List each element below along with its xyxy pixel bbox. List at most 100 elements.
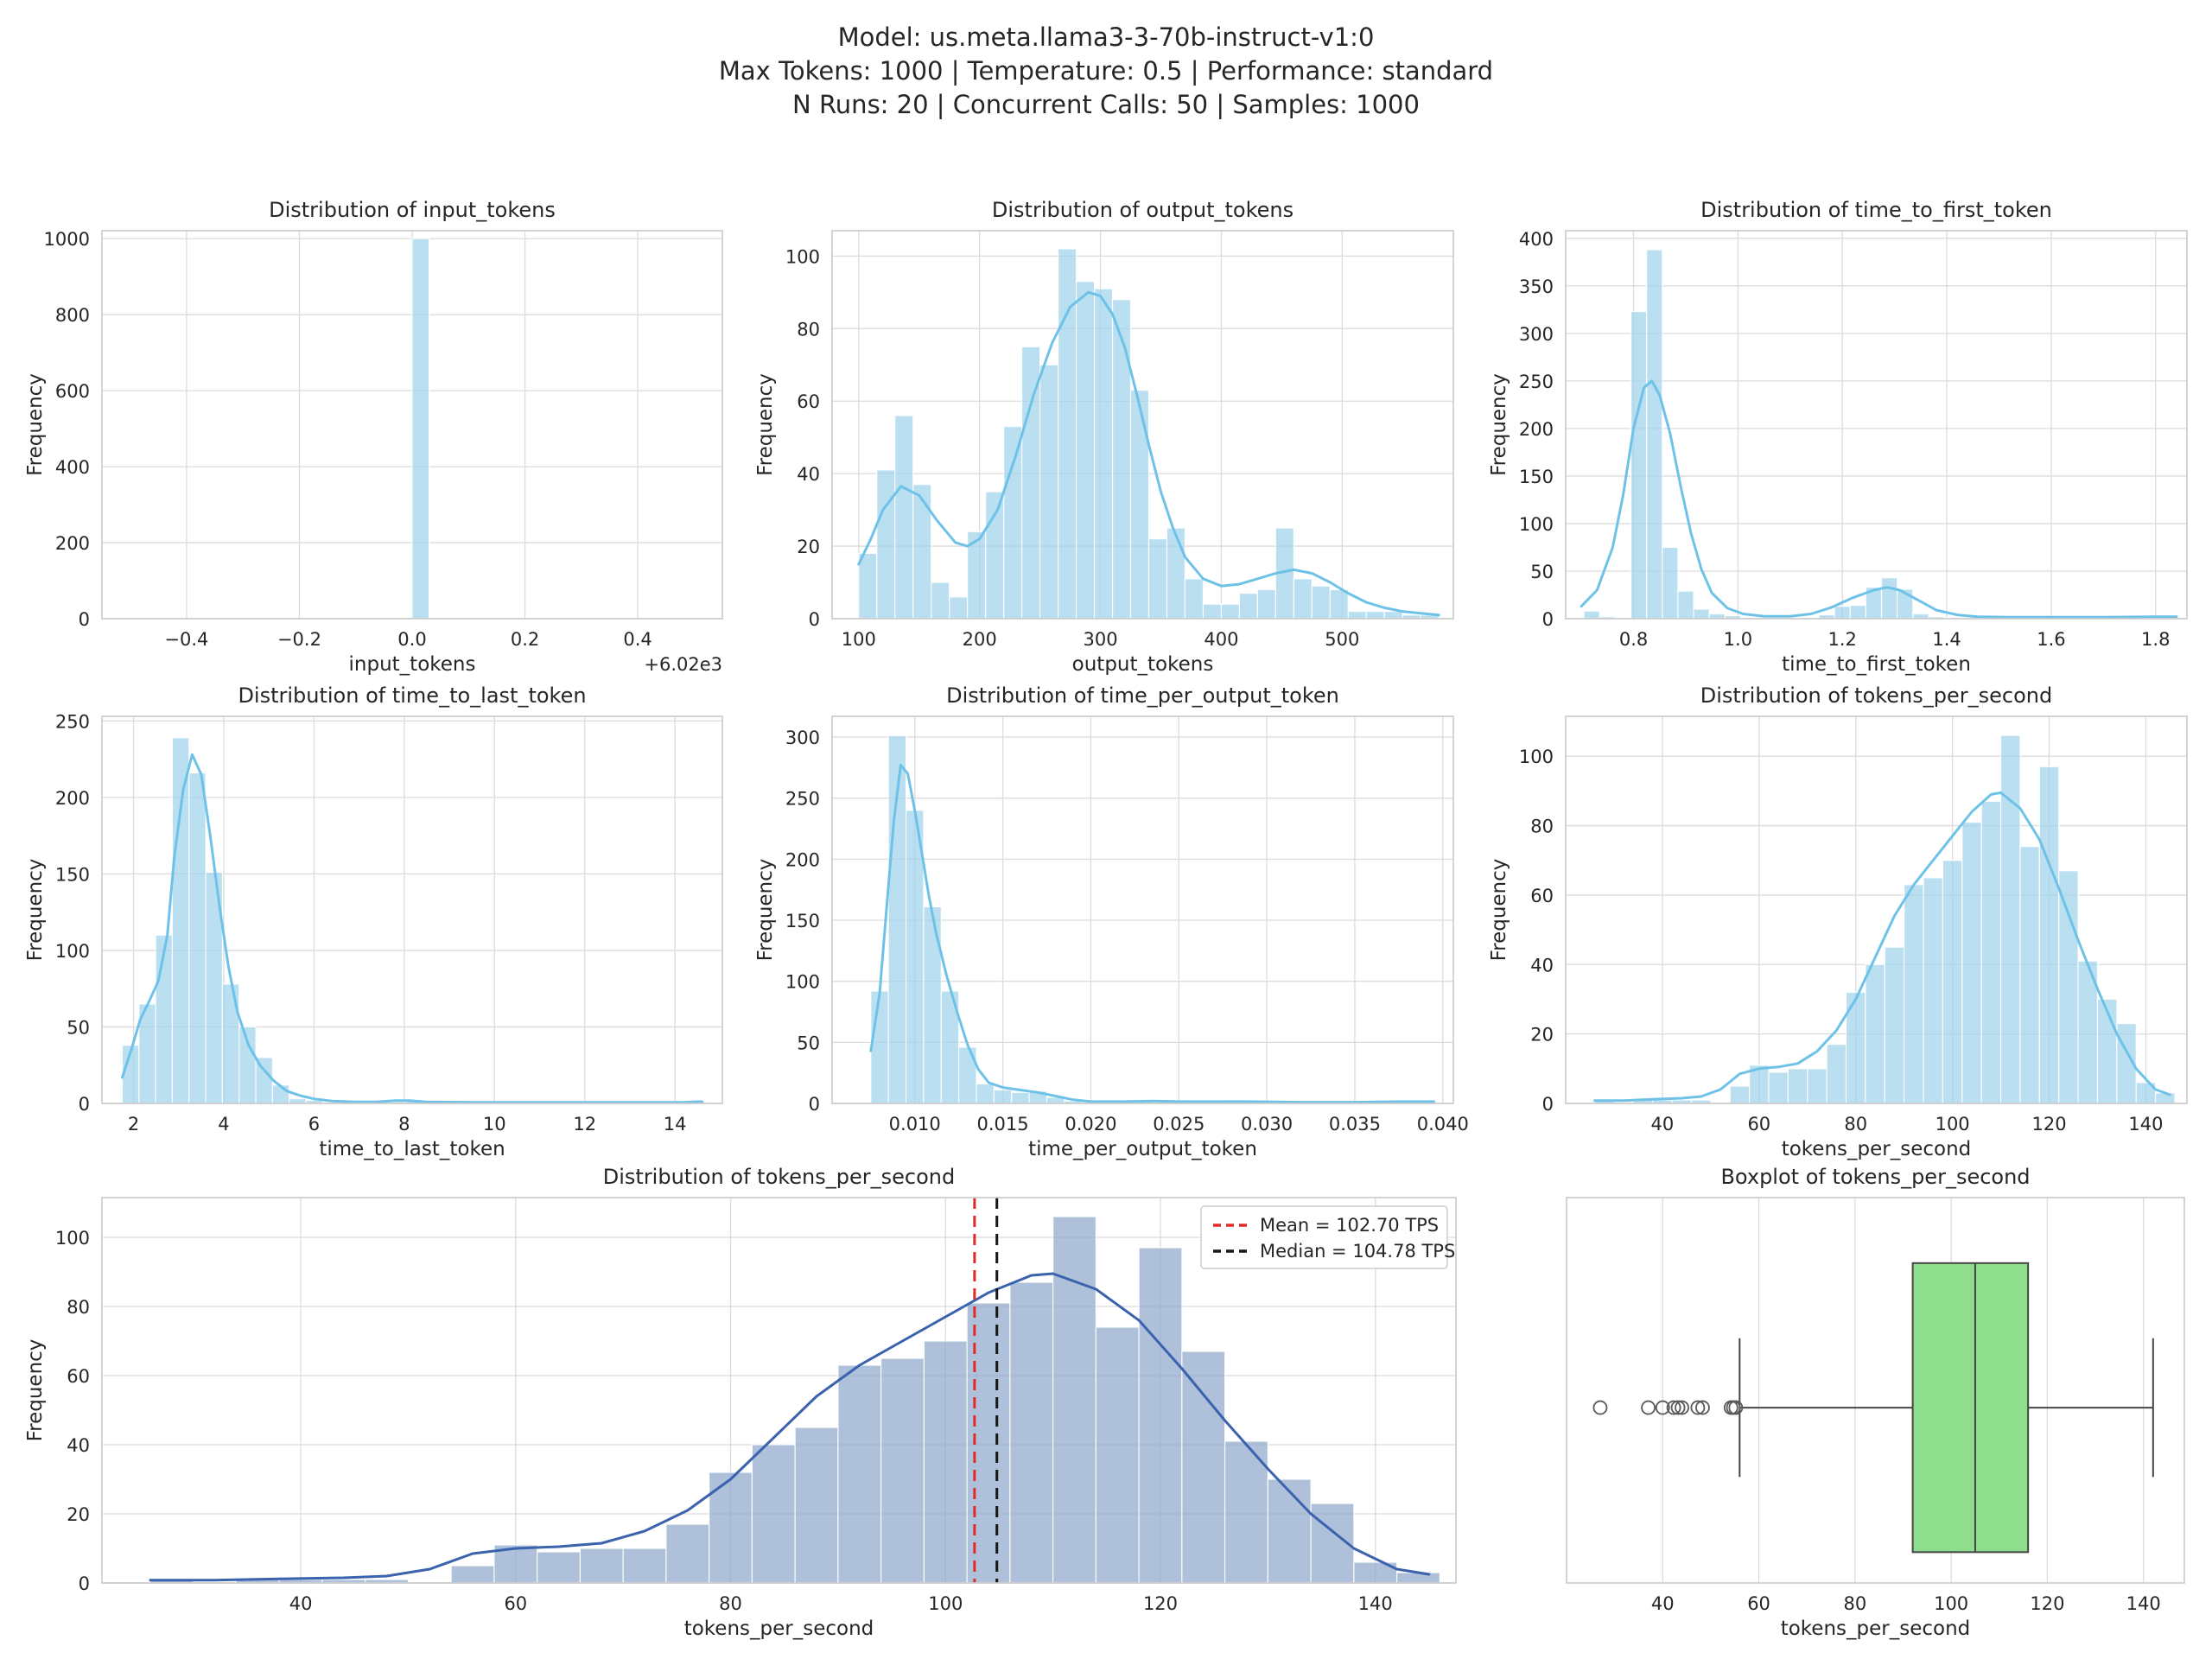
svg-text:Distribution of time_to_last_t: Distribution of time_to_last_token xyxy=(238,683,586,708)
svg-text:50: 50 xyxy=(67,1017,90,1038)
svg-text:1.6: 1.6 xyxy=(2037,629,2065,650)
svg-text:250: 250 xyxy=(1519,372,1554,392)
svg-text:output_tokens: output_tokens xyxy=(1072,653,1214,676)
svg-text:0.025: 0.025 xyxy=(1153,1114,1205,1135)
svg-text:−0.2: −0.2 xyxy=(277,629,321,650)
svg-text:1.0: 1.0 xyxy=(1724,629,1752,650)
svg-text:100: 100 xyxy=(1519,747,1554,767)
svg-text:10: 10 xyxy=(483,1114,506,1135)
svg-text:140: 140 xyxy=(1358,1593,1393,1614)
svg-text:0: 0 xyxy=(79,1094,90,1115)
subplot-tokens-per-second-large: Mean = 102.70 TPS Median = 104.78 TPS 40 60… xyxy=(24,1165,1457,1640)
svg-text:600: 600 xyxy=(55,381,90,402)
svg-text:Distribution of tokens_per_sec: Distribution of tokens_per_second xyxy=(1700,683,2052,708)
subplot-time-per-output-token: 0.010 0.015 0.020 0.025 0.030 0.035 0.040 0 50 10… xyxy=(754,683,1469,1160)
svg-text:Distribution of input_tokens: Distribution of input_tokens xyxy=(269,198,556,222)
svg-text:1.8: 1.8 xyxy=(2141,629,2170,650)
svg-text:120: 120 xyxy=(1143,1593,1178,1614)
svg-text:0: 0 xyxy=(1542,609,1554,630)
svg-text:100: 100 xyxy=(1936,1114,1970,1135)
svg-text:80: 80 xyxy=(1844,1114,1867,1135)
svg-text:Frequency: Frequency xyxy=(24,1339,47,1442)
svg-text:100: 100 xyxy=(1934,1593,1968,1614)
svg-text:60: 60 xyxy=(1747,1593,1770,1614)
subplot-time-to-first-token: 0.8 1.0 1.2 1.4 1.6 1.8 0 50 100 150 200 250 300 350 4… xyxy=(1488,198,2188,676)
svg-text:150: 150 xyxy=(55,864,90,885)
svg-text:60: 60 xyxy=(504,1593,527,1614)
svg-text:80: 80 xyxy=(1530,817,1554,837)
svg-text:140: 140 xyxy=(2128,1114,2163,1135)
svg-text:200: 200 xyxy=(963,629,997,650)
title-line-params: Max Tokens: 1000 | Temperature: 0.5 | Pe… xyxy=(718,56,1494,86)
svg-text:100: 100 xyxy=(55,1228,90,1249)
svg-text:Frequency: Frequency xyxy=(24,373,47,476)
subplot-output-tokens: 100 200 300 400 500 0 20 40 60 80 100 Distribution … xyxy=(754,198,1454,676)
svg-text:60: 60 xyxy=(67,1366,90,1387)
svg-text:150: 150 xyxy=(785,911,820,931)
svg-text:Median = 104.78 TPS: Median = 104.78 TPS xyxy=(1260,1241,1455,1262)
svg-text:100: 100 xyxy=(1519,514,1554,535)
svg-text:40: 40 xyxy=(1530,955,1554,976)
svg-text:6: 6 xyxy=(308,1114,320,1135)
svg-text:tokens_per_second: tokens_per_second xyxy=(684,1618,874,1640)
svg-text:0.030: 0.030 xyxy=(1241,1114,1293,1135)
svg-text:200: 200 xyxy=(55,533,90,554)
svg-text:200: 200 xyxy=(1519,419,1554,440)
title-line-model: Model: us.meta.llama3-3-70b-instruct-v1:… xyxy=(837,22,1375,52)
svg-text:0.0: 0.0 xyxy=(397,629,426,650)
svg-text:60: 60 xyxy=(1747,1114,1770,1135)
svg-text:100: 100 xyxy=(785,246,820,267)
svg-text:40: 40 xyxy=(1651,1114,1675,1135)
svg-text:50: 50 xyxy=(797,1033,820,1053)
svg-text:100: 100 xyxy=(842,629,876,650)
svg-text:Distribution of tokens_per_sec: Distribution of tokens_per_second xyxy=(603,1165,955,1189)
svg-text:20: 20 xyxy=(67,1504,90,1525)
svg-text:0.040: 0.040 xyxy=(1417,1114,1469,1135)
svg-text:input_tokens: input_tokens xyxy=(349,653,476,676)
svg-text:0.4: 0.4 xyxy=(623,629,652,650)
svg-text:350: 350 xyxy=(1519,276,1554,297)
svg-text:300: 300 xyxy=(1519,324,1554,345)
svg-text:time_to_last_token: time_to_last_token xyxy=(319,1138,505,1160)
svg-text:40: 40 xyxy=(67,1435,90,1456)
svg-text:4: 4 xyxy=(218,1114,229,1135)
svg-text:2: 2 xyxy=(128,1114,139,1135)
svg-text:time_to_first_token: time_to_first_token xyxy=(1782,653,1971,676)
svg-text:0: 0 xyxy=(809,609,820,630)
svg-text:Distribution of output_tokens: Distribution of output_tokens xyxy=(992,198,1294,222)
svg-text:100: 100 xyxy=(55,941,90,962)
svg-text:tokens_per_second: tokens_per_second xyxy=(1782,1138,1972,1160)
svg-text:250: 250 xyxy=(55,711,90,732)
svg-text:Frequency: Frequency xyxy=(754,859,777,962)
svg-text:0.020: 0.020 xyxy=(1065,1114,1116,1135)
svg-text:Boxplot of tokens_per_second: Boxplot of tokens_per_second xyxy=(1720,1165,2030,1189)
svg-text:800: 800 xyxy=(55,305,90,326)
svg-text:tokens_per_second: tokens_per_second xyxy=(1781,1618,1971,1640)
svg-text:1.4: 1.4 xyxy=(1932,629,1961,650)
svg-text:200: 200 xyxy=(785,849,820,870)
svg-text:80: 80 xyxy=(719,1593,742,1614)
svg-text:0.8: 0.8 xyxy=(1619,629,1648,650)
svg-text:20: 20 xyxy=(797,537,820,557)
svg-text:Frequency: Frequency xyxy=(754,373,777,476)
svg-text:Frequency: Frequency xyxy=(1488,859,1510,962)
figure-title: Model: us.meta.llama3-3-70b-instruct-v1:… xyxy=(0,21,2212,122)
svg-text:200: 200 xyxy=(55,788,90,809)
svg-text:400: 400 xyxy=(55,457,90,478)
subplot-input-tokens: −0.4 −0.2 0.0 0.2 0.4 0 200 400 600 800 1000 Distri… xyxy=(24,198,723,676)
svg-text:1000: 1000 xyxy=(44,229,90,250)
svg-text:0.035: 0.035 xyxy=(1329,1114,1381,1135)
svg-text:0.015: 0.015 xyxy=(977,1114,1029,1135)
subplot-time-to-last-token: 2 4 6 8 10 12 14 0 50 100 150 200 250 Distribution of… xyxy=(24,683,723,1160)
svg-text:80: 80 xyxy=(67,1297,90,1318)
svg-text:400: 400 xyxy=(1204,629,1238,650)
svg-text:50: 50 xyxy=(1530,562,1554,582)
svg-text:0.2: 0.2 xyxy=(511,629,539,650)
svg-text:+6.02e3: +6.02e3 xyxy=(644,654,722,675)
svg-text:0: 0 xyxy=(809,1094,820,1115)
title-line-runs: N Runs: 20 | Concurrent Calls: 50 | Samp… xyxy=(792,90,1420,119)
svg-text:0: 0 xyxy=(79,1573,90,1594)
svg-text:100: 100 xyxy=(785,972,820,993)
